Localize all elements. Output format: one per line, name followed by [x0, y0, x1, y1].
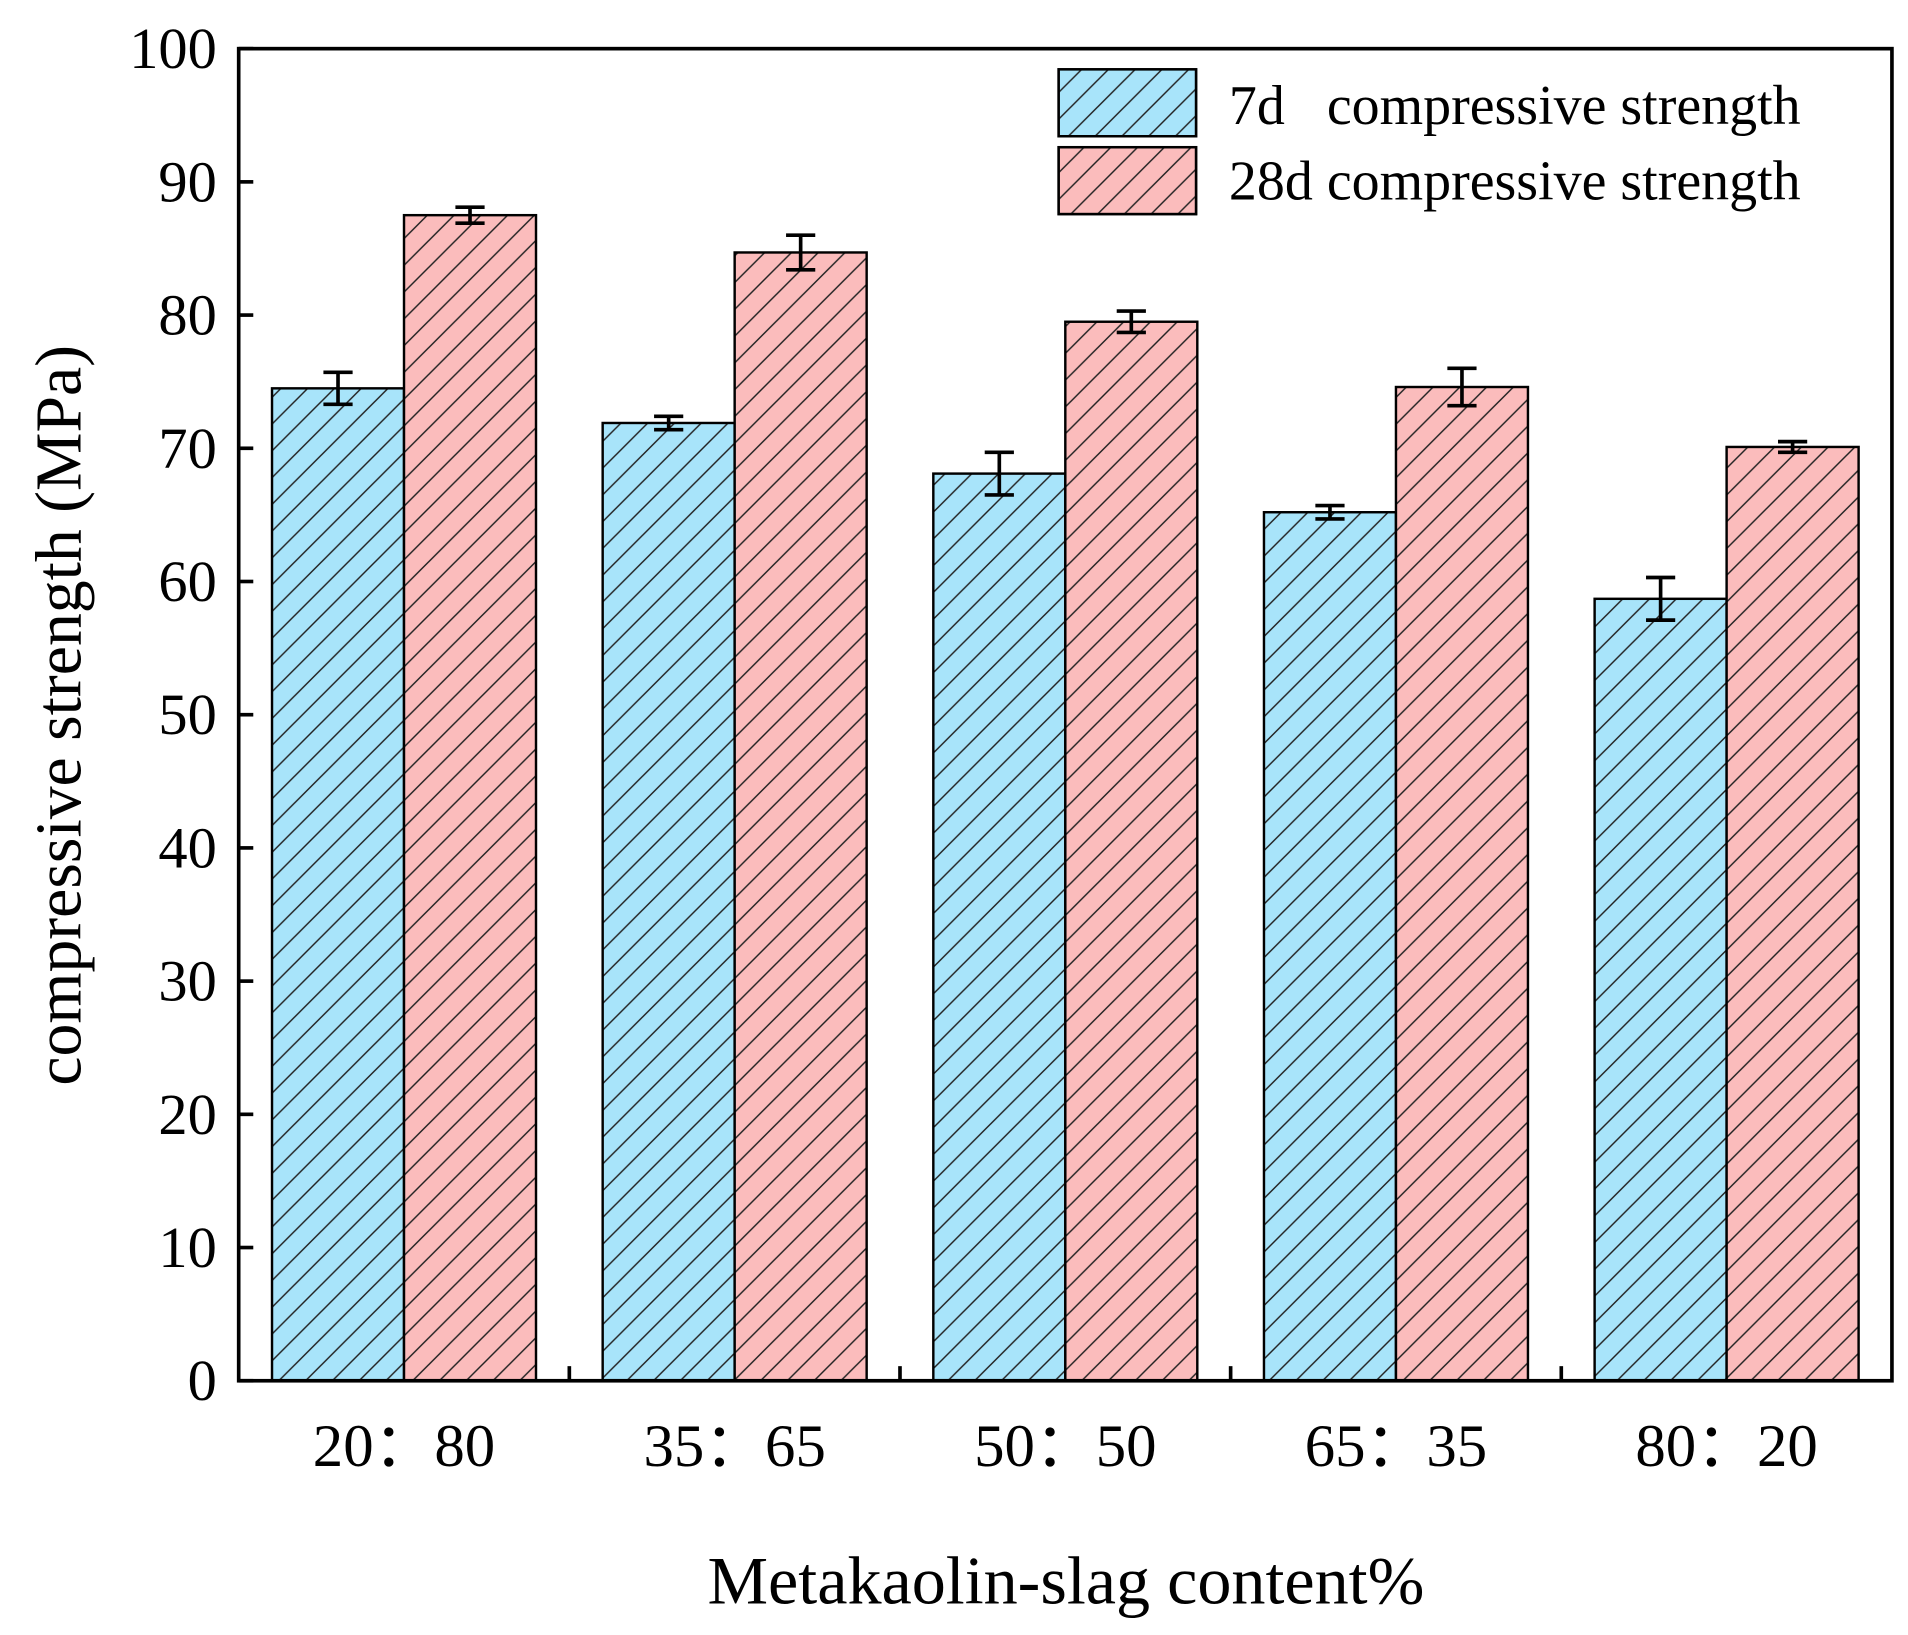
- bar-hatch: [601, 421, 736, 1382]
- x-tick-label: 20：80: [313, 1413, 495, 1480]
- x-axis-title: Metakaolin-slag content%: [708, 1542, 1425, 1618]
- y-tick-label: 100: [129, 16, 217, 81]
- bar-hatch: [1394, 385, 1530, 1382]
- legend-label-28d: 28d compressive strength: [1229, 151, 1801, 213]
- y-axis: 0 10 20 30 40 50 60 70 80 90 100: [129, 16, 254, 1413]
- bar-hatch: [1725, 445, 1860, 1382]
- y-tick-label: 30: [158, 949, 216, 1014]
- y-tick-label: 90: [158, 149, 216, 214]
- y-axis-title: compressive strength (MPa): [23, 345, 96, 1086]
- bar-hatch: [1593, 597, 1728, 1382]
- bar-hatch: [733, 251, 868, 1382]
- y-tick-label: 40: [158, 815, 216, 880]
- legend-label-7d: 7d compressive strength: [1229, 75, 1801, 137]
- x-axis: 20：80 35：65 50：50 65：35 80：20: [313, 1366, 1818, 1480]
- bar-hatch: [932, 472, 1067, 1382]
- y-tick-label: 60: [158, 549, 216, 614]
- y-tick-label: 80: [158, 283, 216, 348]
- x-tick-label: 80：20: [1635, 1413, 1817, 1480]
- bar-hatch: [270, 387, 406, 1382]
- y-tick-label: 10: [158, 1215, 216, 1280]
- bar-hatch: [402, 213, 538, 1382]
- y-tick-label: 0: [188, 1348, 217, 1413]
- bar-hatch: [1262, 511, 1398, 1382]
- y-tick-label: 20: [158, 1082, 216, 1147]
- error-bars-layer: [323, 205, 1808, 622]
- legend: 7d compressive strength 28d compressive …: [1057, 68, 1801, 216]
- y-tick-label: 70: [158, 416, 216, 481]
- x-tick-label: 65：35: [1305, 1413, 1487, 1480]
- bar-hatch: [1064, 320, 1199, 1382]
- x-tick-label: 35：65: [643, 1413, 825, 1480]
- y-tick-label: 50: [158, 682, 216, 747]
- bars-layer: [270, 213, 1860, 1382]
- x-tick-label: 50：50: [974, 1413, 1156, 1480]
